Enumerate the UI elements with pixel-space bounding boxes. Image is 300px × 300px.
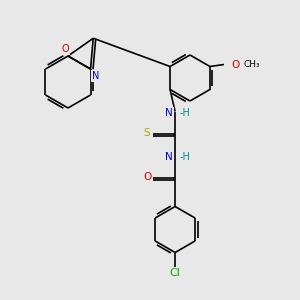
Text: -H: -H — [179, 152, 190, 161]
Text: N: N — [165, 107, 173, 118]
Text: N: N — [92, 71, 99, 81]
Text: S: S — [144, 128, 150, 139]
Text: N: N — [165, 152, 173, 161]
Text: Cl: Cl — [169, 268, 181, 278]
Text: O: O — [61, 44, 69, 54]
Text: O: O — [143, 172, 151, 182]
Text: -H: -H — [179, 107, 190, 118]
Text: O: O — [232, 59, 240, 70]
Text: CH₃: CH₃ — [244, 60, 260, 69]
